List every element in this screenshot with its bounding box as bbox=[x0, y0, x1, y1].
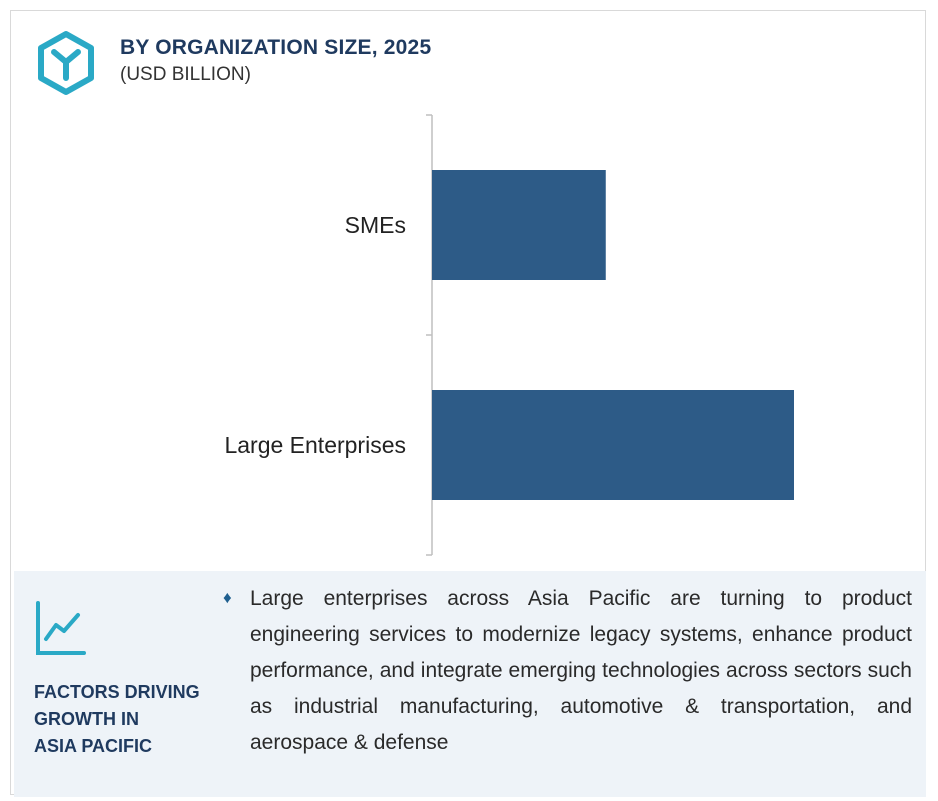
factor-bullet-text: Large enterprises across Asia Pacific ar… bbox=[250, 587, 912, 754]
bar-large-enterprises bbox=[432, 390, 794, 500]
bar-smes bbox=[432, 170, 606, 280]
chart-title: BY ORGANIZATION SIZE, 2025 bbox=[120, 36, 432, 59]
chart-subtitle: (USD BILLION) bbox=[120, 64, 251, 85]
factors-title: FACTORS DRIVING GROWTH IN ASIA PACIFIC bbox=[34, 682, 200, 756]
category-label: Large Enterprises bbox=[224, 432, 406, 458]
trend-line-chart-icon bbox=[36, 601, 86, 655]
diamond-bullet-icon: ♦ bbox=[223, 588, 232, 607]
hexagon-y-logo-icon bbox=[38, 31, 94, 95]
bar-chart: SMEs Large Enterprises bbox=[224, 114, 794, 556]
factors-panel: FACTORS DRIVING GROWTH IN ASIA PACIFIC ♦… bbox=[14, 571, 926, 797]
category-label: SMEs bbox=[345, 212, 406, 238]
